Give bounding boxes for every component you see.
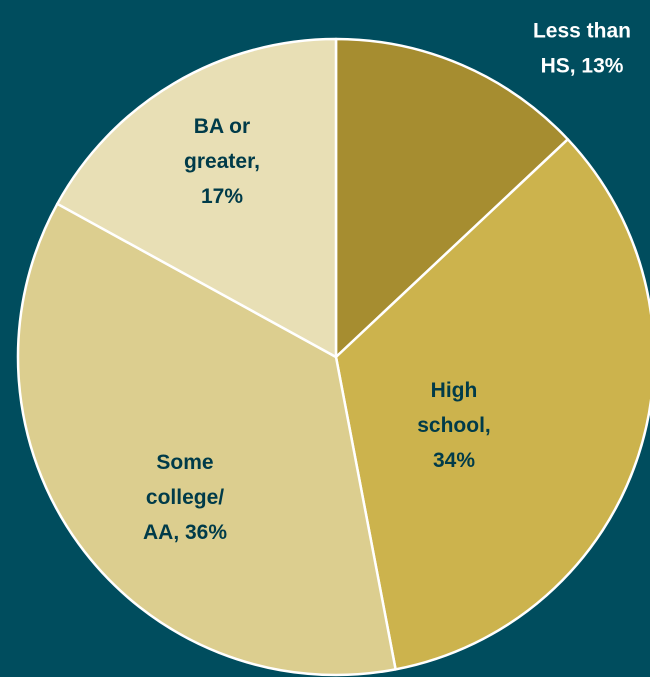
- slice-label-ba-or-greater: BA or greater, 17%: [184, 115, 260, 208]
- slice-label-less-than-hs: Less than HS, 13%: [533, 20, 631, 78]
- slice-label-some-college-aa: Some college/AA, 36%: [143, 451, 227, 544]
- slice-label-line: BA or: [194, 115, 250, 138]
- slice-less-than-hs: [334, 37, 570, 359]
- slice-label-line: school,: [417, 414, 491, 437]
- slice-label-line: 34%: [433, 449, 475, 472]
- slice-label-line: HS, 13%: [541, 55, 624, 78]
- slice-label-line: Less than: [533, 20, 631, 43]
- slice-label-line: 17%: [201, 185, 243, 208]
- slice-some-college-aa: [16, 202, 397, 677]
- pie-labels: Less than HS, 13% High school, 34% Some colleg…: [143, 20, 631, 545]
- slice-label-line: college/: [146, 486, 224, 509]
- slice-ba-or-greater: [56, 37, 338, 359]
- slice-label-line: Some: [156, 451, 213, 474]
- slice-high-school: [334, 138, 650, 671]
- slice-label-line: AA, 36%: [143, 521, 227, 544]
- pie-slices: [16, 37, 650, 677]
- slice-label-high-school: High school, 34%: [417, 379, 491, 472]
- slice-label-line: greater,: [184, 150, 260, 173]
- slice-label-line: High: [431, 379, 478, 402]
